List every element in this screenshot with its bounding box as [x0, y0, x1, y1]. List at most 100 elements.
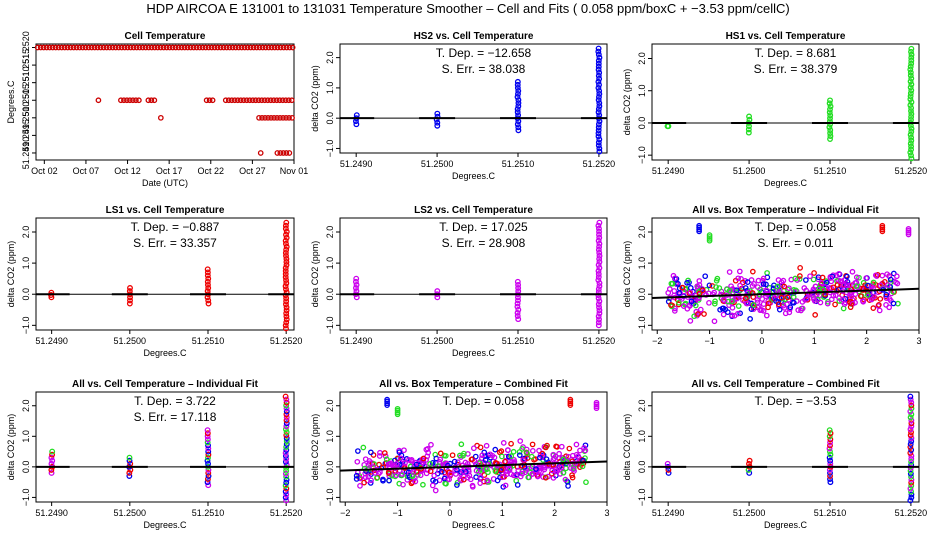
x-tick-label: 51.2500 [421, 159, 454, 169]
data-point [283, 497, 290, 504]
data-point [209, 97, 216, 104]
x-tick-label: 51.2490 [652, 508, 685, 518]
data-point [394, 411, 401, 418]
data-point [58, 44, 65, 51]
data-point [543, 456, 550, 463]
data-point [908, 125, 915, 132]
data-point [557, 470, 564, 477]
data-point [265, 114, 271, 121]
y-tick-label: 0.0 [21, 461, 31, 474]
data-point [907, 72, 914, 79]
data-point [354, 458, 361, 465]
data-point [542, 444, 549, 451]
data-point [907, 63, 914, 70]
data-point [778, 294, 785, 301]
y-tick-label: −1.0 [637, 489, 647, 507]
data-point [277, 150, 284, 156]
data-point [886, 304, 893, 311]
data-point [596, 87, 603, 94]
data-point [261, 97, 268, 104]
data-point [157, 114, 164, 121]
data-point [764, 287, 770, 294]
x-tick-label: 51.2510 [192, 508, 225, 518]
data-point [760, 281, 767, 287]
data-point [282, 470, 289, 477]
data-point [472, 453, 479, 460]
data-point [276, 97, 283, 104]
data-point [352, 285, 359, 291]
x-tick-label: −1 [392, 508, 402, 518]
data-point [252, 97, 259, 104]
data-point [872, 294, 878, 301]
data-point [515, 316, 522, 323]
data-point [410, 469, 417, 475]
x-tick-label: 51.2510 [502, 336, 535, 346]
data-point [907, 90, 914, 97]
x-tick-label: Nov 01 [280, 166, 309, 176]
data-point [907, 102, 914, 109]
data-point [827, 473, 834, 479]
data-point [429, 482, 436, 489]
data-point [508, 440, 514, 447]
data-point [857, 293, 864, 300]
data-point [737, 282, 743, 289]
data-point [204, 278, 211, 285]
data-point [577, 447, 583, 454]
data-point [283, 435, 290, 442]
data-point [246, 97, 253, 104]
data-point [163, 44, 170, 51]
data-point [716, 285, 723, 291]
data-point [257, 150, 264, 156]
data-point [671, 288, 678, 294]
x-tick-label: Oct 22 [198, 166, 225, 176]
data-point [907, 444, 914, 450]
x-axis-label: Degrees.C [452, 171, 496, 181]
data-point [372, 470, 379, 476]
data-point [409, 479, 416, 486]
data-point [844, 273, 850, 280]
data-point [826, 454, 833, 461]
data-point [283, 259, 290, 265]
data-point [204, 269, 211, 276]
data-point [754, 299, 761, 306]
data-point [737, 310, 743, 317]
data-point [365, 473, 372, 480]
data-point [908, 405, 915, 412]
data-point [283, 310, 290, 317]
data-point [595, 139, 602, 146]
data-point [181, 44, 188, 51]
data-point [905, 231, 912, 238]
data-point [499, 474, 506, 481]
fit-annotation: T. Dep. = 17.025 [439, 220, 528, 234]
data-point [514, 278, 521, 285]
data-point [826, 445, 833, 452]
data-point [392, 473, 399, 480]
data-point [827, 439, 834, 446]
panel-title: Cell Temperature [125, 31, 206, 42]
y-tick-label: 1.0 [21, 430, 31, 443]
data-point [908, 105, 915, 112]
data-point [781, 305, 788, 311]
data-point [879, 222, 886, 229]
data-point [469, 482, 476, 489]
data-point [514, 94, 521, 100]
x-tick-label: 51.2510 [192, 336, 225, 346]
data-point [482, 457, 489, 463]
data-points [665, 222, 912, 325]
data-point [907, 396, 914, 403]
data-point [494, 477, 501, 484]
data-point [49, 448, 56, 455]
data-point [579, 463, 586, 470]
data-point [827, 457, 834, 464]
data-point [282, 268, 289, 274]
data-point [908, 75, 915, 82]
data-point [908, 111, 915, 117]
data-point [368, 477, 374, 484]
data-point [890, 300, 897, 307]
x-tick-label: 51.2510 [814, 166, 847, 176]
data-point [283, 417, 290, 424]
data-point [64, 44, 71, 51]
data-point [712, 298, 718, 305]
data-point [384, 398, 390, 405]
data-point [286, 44, 293, 51]
